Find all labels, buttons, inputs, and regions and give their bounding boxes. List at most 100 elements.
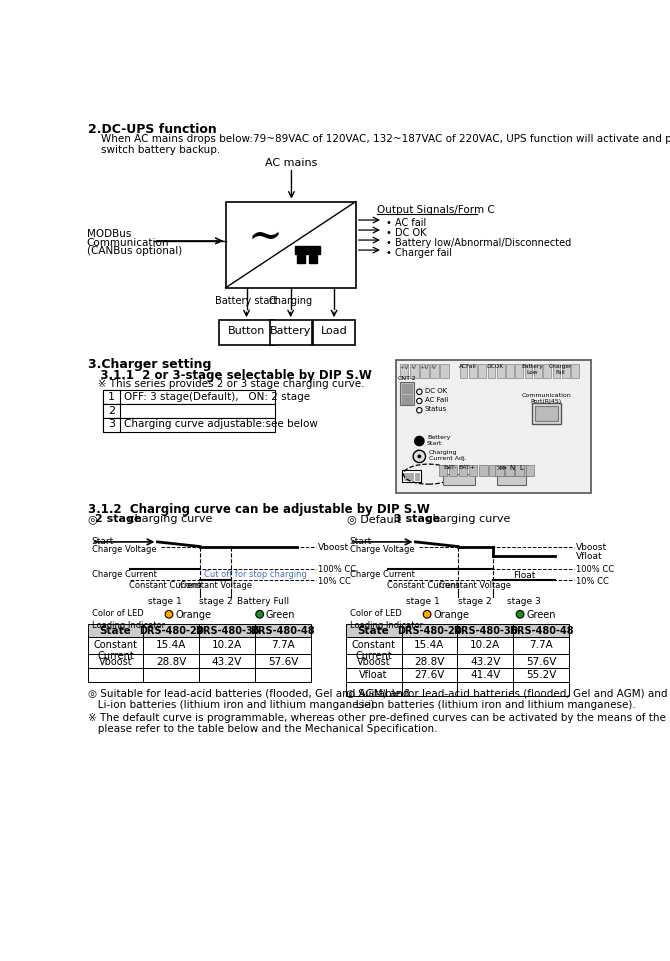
Bar xyxy=(525,364,533,378)
Text: 57.6V: 57.6V xyxy=(526,656,556,667)
Text: ◎ Suitable for lead-acid batteries (flooded, Gel and AGM) and
   Li-ion batterie: ◎ Suitable for lead-acid batteries (floo… xyxy=(346,688,667,710)
Bar xyxy=(219,320,273,345)
Bar xyxy=(499,465,508,476)
Text: BAT+: BAT+ xyxy=(458,465,475,470)
Bar xyxy=(226,202,356,287)
Bar xyxy=(401,384,412,388)
Bar xyxy=(458,668,513,682)
Bar xyxy=(255,637,311,654)
Text: Constant Voltage: Constant Voltage xyxy=(439,581,511,590)
Text: Constant Voltage: Constant Voltage xyxy=(180,581,251,590)
Text: MODBus: MODBus xyxy=(87,230,131,239)
Bar xyxy=(459,465,468,476)
Text: Orange: Orange xyxy=(433,610,469,621)
Text: Constant Current: Constant Current xyxy=(129,581,201,590)
Bar xyxy=(396,360,592,493)
Circle shape xyxy=(256,610,263,618)
Text: DCOK: DCOK xyxy=(486,364,504,369)
Text: 100% CC: 100% CC xyxy=(576,565,614,574)
Bar xyxy=(489,465,498,476)
Text: Vboost: Vboost xyxy=(98,656,133,667)
Bar xyxy=(401,654,458,668)
Bar xyxy=(497,364,505,378)
Circle shape xyxy=(417,398,422,404)
Bar xyxy=(313,320,355,345)
Bar xyxy=(458,682,513,696)
Bar xyxy=(469,465,478,476)
Text: Charging curve adjustable:see below: Charging curve adjustable:see below xyxy=(124,419,318,430)
Bar xyxy=(488,364,495,378)
Text: 57.6V: 57.6V xyxy=(268,656,298,667)
Bar xyxy=(270,320,312,345)
Bar xyxy=(88,668,143,682)
Bar xyxy=(513,668,569,682)
Bar xyxy=(410,364,419,378)
Circle shape xyxy=(417,407,422,413)
Text: • Charger fail: • Charger fail xyxy=(386,248,452,258)
Bar xyxy=(458,624,513,637)
Text: DRS-480-24: DRS-480-24 xyxy=(397,626,462,636)
Text: 3: 3 xyxy=(108,419,115,430)
Text: Button: Button xyxy=(228,326,265,336)
Text: 43.2V: 43.2V xyxy=(212,656,243,667)
Bar xyxy=(519,465,528,476)
Text: 100% CC: 100% CC xyxy=(318,565,356,574)
Bar xyxy=(562,364,570,378)
Text: 3 stage: 3 stage xyxy=(394,514,440,524)
Bar xyxy=(346,624,401,637)
Text: Float: Float xyxy=(513,571,535,579)
Text: State: State xyxy=(358,626,389,636)
Text: ACFail: ACFail xyxy=(458,364,476,369)
Text: -V: -V xyxy=(431,365,437,370)
Text: Charging: Charging xyxy=(269,295,313,306)
Text: stage 2: stage 2 xyxy=(199,598,232,606)
Bar xyxy=(458,654,513,668)
Text: Vboost: Vboost xyxy=(318,543,349,552)
Bar xyxy=(295,246,320,254)
Text: Start: Start xyxy=(92,537,114,546)
Text: DC OK: DC OK xyxy=(425,388,447,394)
Text: Charger
Fail: Charger Fail xyxy=(549,364,572,375)
Text: Green: Green xyxy=(266,610,295,621)
Text: stage 2: stage 2 xyxy=(458,598,492,606)
Text: State: State xyxy=(100,626,131,636)
Text: Status: Status xyxy=(425,407,447,412)
Bar xyxy=(495,465,504,476)
Text: 27.6V: 27.6V xyxy=(414,671,445,680)
Text: When AC mains drops below:79~89VAC of 120VAC, 132~187VAC of 220VAC, UPS function: When AC mains drops below:79~89VAC of 12… xyxy=(88,134,670,156)
Text: 10.2A: 10.2A xyxy=(470,640,500,650)
Text: Constant
Current: Constant Current xyxy=(352,640,395,661)
Bar xyxy=(199,637,255,654)
Text: Battery
Low: Battery Low xyxy=(522,364,543,375)
Text: Color of LED
Loading Indicator: Color of LED Loading Indicator xyxy=(350,609,423,630)
Text: 2: 2 xyxy=(108,406,115,415)
Circle shape xyxy=(165,610,173,618)
Bar xyxy=(505,465,514,476)
Bar xyxy=(572,364,579,378)
Bar xyxy=(449,465,458,476)
Text: 3.1.1  2 or 3-stage selectable by DIP S.W: 3.1.1 2 or 3-stage selectable by DIP S.W xyxy=(88,369,371,382)
Bar xyxy=(255,624,311,637)
Bar xyxy=(443,474,475,485)
Text: • Battery low/Abnormal/Disconnected: • Battery low/Abnormal/Disconnected xyxy=(386,237,572,248)
Bar xyxy=(534,364,542,378)
Text: ※ This series provides 2 or 3 stage charging curve.: ※ This series provides 2 or 3 stage char… xyxy=(88,380,364,389)
Bar xyxy=(346,668,401,682)
Bar xyxy=(401,624,458,637)
Bar xyxy=(513,682,569,696)
Bar xyxy=(478,364,486,378)
Text: charging curve: charging curve xyxy=(125,514,212,524)
Text: ⋙: ⋙ xyxy=(496,465,507,471)
Bar xyxy=(513,654,569,668)
Bar xyxy=(143,668,199,682)
Bar xyxy=(525,465,534,476)
Text: Constant
Current: Constant Current xyxy=(94,640,137,661)
Text: Load: Load xyxy=(321,326,348,336)
Bar xyxy=(88,624,143,637)
Text: • DC OK: • DC OK xyxy=(386,228,427,237)
Text: Battery Full: Battery Full xyxy=(237,598,289,606)
Text: DRS-480-24: DRS-480-24 xyxy=(139,626,204,636)
Text: N: N xyxy=(509,465,514,471)
Bar xyxy=(103,418,120,431)
Bar xyxy=(440,364,449,378)
